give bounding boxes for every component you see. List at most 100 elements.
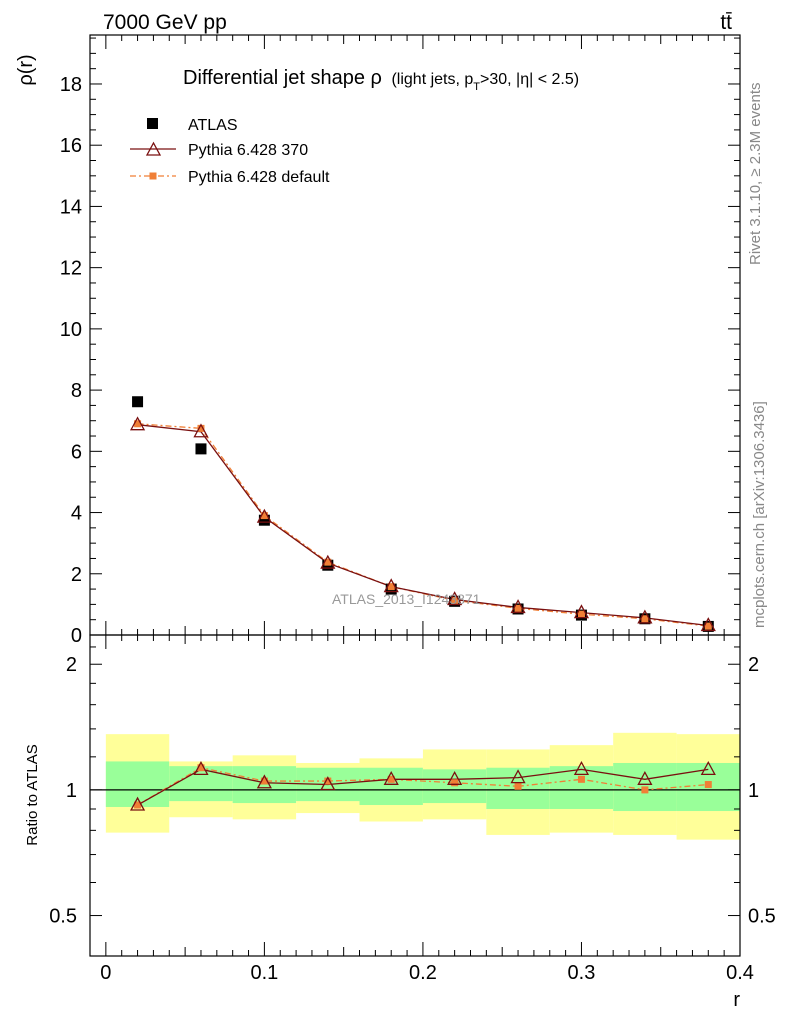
main-370-point xyxy=(447,591,463,606)
ratio-default-point xyxy=(641,786,649,794)
main-370-point xyxy=(129,416,146,431)
ratio-default-point xyxy=(451,779,459,787)
ratio-370-point xyxy=(510,769,526,784)
main-y-tick-label: 18 xyxy=(60,74,82,96)
ratio-370-point xyxy=(573,760,590,775)
main-atlas-point xyxy=(258,514,270,526)
x-tick-label: 0.3 xyxy=(568,962,596,984)
main-370-line xyxy=(137,424,709,627)
main-default-point xyxy=(577,610,585,618)
main-370-point xyxy=(320,554,336,569)
ratio-370-point xyxy=(129,796,146,811)
main-default-point xyxy=(134,420,142,428)
legend-default-marker xyxy=(149,172,157,180)
main-default-point xyxy=(197,424,205,432)
main-y-tick-label: 14 xyxy=(60,196,82,218)
ratio-370-point xyxy=(447,770,463,785)
ratio-y-tick-label: 1 xyxy=(66,780,77,802)
x-tick-label: 0.4 xyxy=(726,962,754,984)
ratio-y-axis-label: Ratio to ATLAS xyxy=(24,744,41,845)
main-y-tick-label: 6 xyxy=(71,441,82,463)
ratio-panel: 0 0.1 0.2 0.3 0.4 0.5 0.5 1 1 2 2 Ratio to ATLAS r xyxy=(24,634,776,1011)
ratio-default-point xyxy=(197,764,205,772)
ratio-default-point xyxy=(134,801,142,809)
chart-title-sub-t: T xyxy=(473,81,480,93)
x-tick-label: 0.2 xyxy=(409,962,437,984)
legend-default-label: Pythia 6.428 default xyxy=(188,169,330,186)
ratio-default-point xyxy=(324,777,332,785)
main-default-point xyxy=(451,596,459,604)
main-panel: 0 2 4 6 8 10 12 14 16 18 ρ(r) Differential jet sh… xyxy=(15,34,741,647)
main-y-tick-label: 0 xyxy=(71,625,82,647)
ratio-y-tick-label: 2 xyxy=(66,654,77,676)
main-y-tick-label: 8 xyxy=(71,380,82,402)
ratio-370-point xyxy=(193,760,209,775)
main-370-point xyxy=(700,617,716,632)
main-atlas-point xyxy=(195,443,207,455)
ratio-y-tick-label-right: 0.5 xyxy=(748,906,776,928)
legend-370-marker xyxy=(145,141,162,156)
ratio-370-point xyxy=(700,760,716,775)
mcplots-label: mcplots.cern.ch [arXiv:1306.3436] xyxy=(751,401,768,628)
main-default-point xyxy=(260,512,268,520)
ratio-default-point xyxy=(577,775,585,783)
main-y-tick-label: 16 xyxy=(60,135,82,157)
legend-atlas-marker xyxy=(147,118,158,129)
main-y-tick-label: 10 xyxy=(60,319,82,341)
main-370-point xyxy=(193,423,209,438)
ratio-default-point xyxy=(514,782,522,790)
main-y-tick-label: 4 xyxy=(71,503,82,525)
rivet-version-label: Rivet 3.1.10, ≥ 2.3M events xyxy=(747,83,764,266)
main-370-point xyxy=(637,609,653,624)
main-default-point xyxy=(704,622,712,630)
main-atlas-point xyxy=(132,396,144,408)
legend: ATLAS Pythia 6.428 370 Pythia 6.428 defa… xyxy=(130,117,330,186)
header-energy-label: 7000 GeV pp xyxy=(103,11,227,34)
main-370-point xyxy=(256,508,272,523)
main-370-point xyxy=(510,599,526,614)
ratio-y-tick-label-right: 1 xyxy=(748,780,759,802)
main-marks xyxy=(129,396,716,632)
ratio-default-line xyxy=(137,767,709,806)
main-370-point xyxy=(383,578,399,593)
main-ticks: 0 2 4 6 8 10 12 14 16 18 xyxy=(60,35,741,647)
ratio-370-point xyxy=(256,774,272,789)
ratio-default-point xyxy=(704,781,712,789)
main-default-point xyxy=(324,558,332,566)
ratio-370-point xyxy=(320,776,336,791)
chart-title-main: Differential jet shape ρ xyxy=(183,67,382,89)
ratio-default-point xyxy=(260,777,268,785)
ratio-370-point xyxy=(637,770,653,785)
main-370-point xyxy=(573,604,590,619)
ratio-370-point xyxy=(383,770,399,785)
chart-title-sub: (light jets, p xyxy=(391,71,473,88)
main-default-point xyxy=(387,583,395,591)
ratio-y-tick-label-right: 2 xyxy=(748,654,759,676)
x-tick-label: 0 xyxy=(100,962,111,984)
watermark-label: ATLAS_2013_I1243871 xyxy=(332,591,481,607)
legend-atlas-label: ATLAS xyxy=(188,117,238,134)
ratio-marks xyxy=(129,760,716,811)
ratio-inner-band xyxy=(105,761,170,807)
main-default-point xyxy=(641,615,649,623)
ratio-inner-band xyxy=(232,766,297,804)
main-y-tick-label: 12 xyxy=(60,258,82,280)
ratio-default-point xyxy=(387,775,395,783)
ratio-ticks: 0 0.1 0.2 0.3 0.4 0.5 0.5 1 1 2 2 xyxy=(49,635,776,984)
chart-title-sub-rest: >30, |η| < 2.5) xyxy=(480,71,579,88)
main-y-axis-label: ρ(r) xyxy=(15,54,37,85)
chart-title: Differential jet shape ρ (light jets, pT… xyxy=(183,67,579,93)
x-axis-label: r xyxy=(733,989,740,1011)
ratio-inner-band xyxy=(169,766,233,802)
ratio-y-tick-label: 0.5 xyxy=(49,906,77,928)
ratio-plot-frame xyxy=(89,634,741,957)
header-process-label: tt̄ xyxy=(720,11,732,34)
main-y-tick-label: 2 xyxy=(71,564,82,586)
main-default-point xyxy=(514,604,522,612)
ratio-370-line xyxy=(137,768,709,806)
legend-370-label: Pythia 6.428 370 xyxy=(188,142,308,159)
ratio-inner-band xyxy=(359,767,423,806)
x-tick-label: 0.1 xyxy=(250,962,278,984)
ratio-bands xyxy=(105,732,740,840)
